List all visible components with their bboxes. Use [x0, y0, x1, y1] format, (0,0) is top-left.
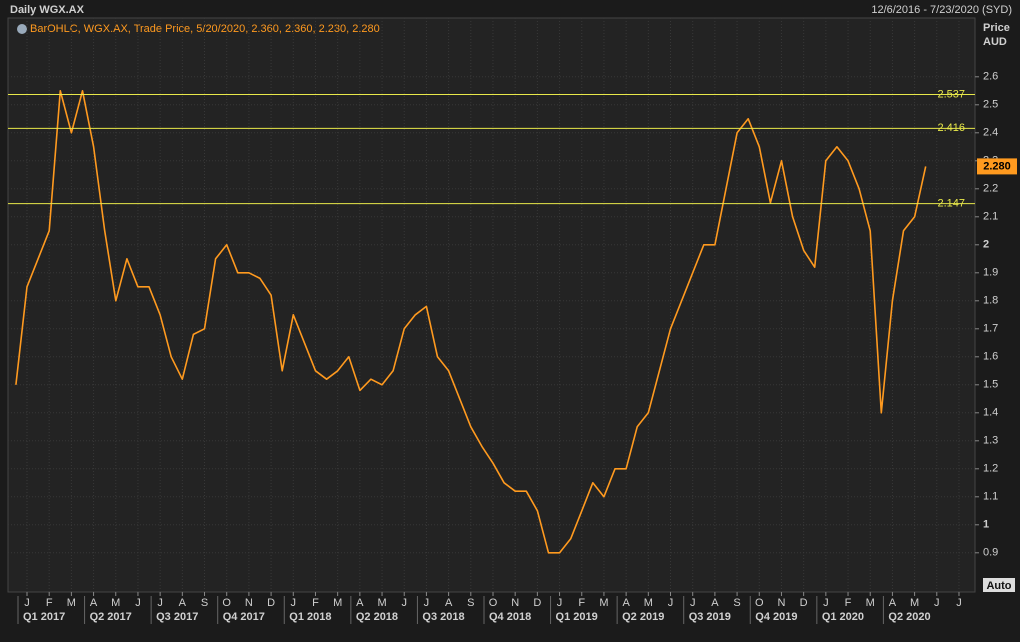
x-tick-label: J: [291, 597, 297, 609]
x-tick-label: F: [46, 597, 53, 609]
y-tick-label: 1.2: [983, 463, 998, 475]
y-tick-label: 2.6: [983, 71, 998, 83]
auto-button-label[interactable]: Auto: [986, 580, 1011, 592]
x-tick-label: M: [111, 597, 120, 609]
quarter-label: Q2 2019: [622, 611, 664, 623]
x-tick-label: M: [333, 597, 342, 609]
x-tick-label: J: [823, 597, 829, 609]
legend-icon: [17, 24, 27, 34]
x-tick-label: A: [622, 597, 630, 609]
quarter-label: Q3 2018: [422, 611, 464, 623]
x-tick-label: A: [179, 597, 187, 609]
y-tick-label: 1.7: [983, 323, 998, 335]
x-tick-label: J: [690, 597, 696, 609]
y-axis-label: AUD: [983, 36, 1007, 48]
x-tick-label: F: [312, 597, 319, 609]
x-tick-label: A: [445, 597, 453, 609]
x-tick-label: J: [424, 597, 430, 609]
quarter-label: Q4 2019: [755, 611, 797, 623]
level-label: 2.416: [937, 122, 965, 134]
x-tick-label: M: [377, 597, 386, 609]
x-tick-label: J: [401, 597, 407, 609]
x-tick-label: A: [356, 597, 364, 609]
x-tick-label: D: [267, 597, 275, 609]
y-axis-label: Price: [983, 22, 1010, 34]
y-tick-label: 1.1: [983, 491, 998, 503]
x-tick-label: D: [800, 597, 808, 609]
x-tick-label: M: [644, 597, 653, 609]
y-tick-label: 1.3: [983, 435, 998, 447]
x-tick-label: N: [511, 597, 519, 609]
x-tick-label: F: [845, 597, 852, 609]
price-line: [15, 90, 927, 554]
x-tick-label: N: [777, 597, 785, 609]
x-tick-label: J: [157, 597, 163, 609]
grid: [8, 18, 975, 592]
x-tick-label: F: [578, 597, 585, 609]
y-tick-label: 2: [983, 239, 989, 251]
y-tick-label: 1.9: [983, 267, 998, 279]
quarter-label: Q1 2020: [822, 611, 864, 623]
y-tick-label: 1: [983, 519, 989, 531]
last-price-box: [977, 158, 1017, 175]
quarter-label: Q3 2017: [156, 611, 198, 623]
y-tick-label: 0.9: [983, 547, 998, 559]
y-tick-label: 1.6: [983, 351, 998, 363]
x-tick-label: A: [90, 597, 98, 609]
quarter-label: Q2 2017: [90, 611, 132, 623]
x-tick-label: M: [67, 597, 76, 609]
x-tick-label: M: [866, 597, 875, 609]
y-tick-label: 1.8: [983, 295, 998, 307]
y-tick-label: 1.4: [983, 407, 998, 419]
x-tick-label: A: [889, 597, 897, 609]
last-price-label: 2.280: [983, 160, 1011, 172]
y-tick-label: 2.2: [983, 183, 998, 195]
x-tick-label: J: [557, 597, 563, 609]
x-tick-label: J: [934, 597, 940, 609]
x-tick-label: N: [245, 597, 253, 609]
x-tick-label: S: [201, 597, 208, 609]
level-label: 2.537: [937, 88, 965, 100]
auto-button[interactable]: [983, 578, 1015, 592]
quarter-label: Q3 2019: [689, 611, 731, 623]
x-tick-label: M: [910, 597, 919, 609]
x-tick-label: O: [222, 597, 231, 609]
y-tick-label: 2.5: [983, 99, 998, 111]
plot-area: [7, 17, 976, 593]
level-label: 2.147: [937, 198, 965, 210]
x-tick-label: S: [733, 597, 740, 609]
x-tick-label: J: [135, 597, 141, 609]
y-tick-label: 2.4: [983, 127, 998, 139]
x-tick-label: A: [711, 597, 719, 609]
quarter-label: Q1 2019: [556, 611, 598, 623]
legend-text: BarOHLC, WGX.AX, Trade Price, 5/20/2020,…: [30, 23, 380, 35]
x-tick-label: M: [599, 597, 608, 609]
quarter-label: Q1 2018: [289, 611, 331, 623]
x-tick-label: J: [956, 597, 962, 609]
x-tick-label: J: [668, 597, 674, 609]
date-range: 12/6/2016 - 7/23/2020 (SYD): [871, 4, 1012, 16]
x-tick-label: D: [533, 597, 541, 609]
x-tick-label: O: [755, 597, 764, 609]
quarter-label: Q4 2017: [223, 611, 265, 623]
quarter-label: Q4 2018: [489, 611, 531, 623]
y-tick-label: 1.5: [983, 379, 998, 391]
y-tick-label: 2.1: [983, 211, 998, 223]
x-tick-label: O: [489, 597, 498, 609]
chart-title: Daily WGX.AX: [10, 4, 85, 16]
quarter-label: Q2 2018: [356, 611, 398, 623]
x-tick-label: J: [24, 597, 30, 609]
quarter-label: Q2 2020: [888, 611, 930, 623]
quarter-label: Q1 2017: [23, 611, 65, 623]
x-tick-label: S: [467, 597, 474, 609]
